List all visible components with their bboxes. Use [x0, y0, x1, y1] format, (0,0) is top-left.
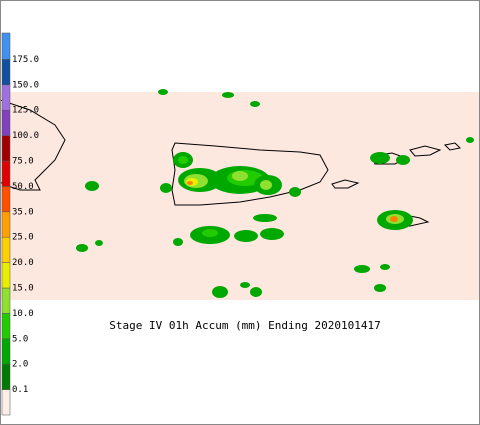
colorbar-label: 50.0 [12, 182, 34, 192]
colorbar-segment [1, 32, 11, 60]
colorbar-segment [1, 160, 11, 187]
precip-cells [76, 89, 474, 298]
map-title: Stage IV 01h Accum (mm) Ending 202010141… [109, 319, 381, 332]
colorbar-segment [1, 109, 11, 136]
colorbar-label: 25.0 [12, 233, 34, 243]
colorbar-segment [1, 262, 11, 289]
colorbar-label: 175.0 [12, 55, 39, 65]
colorbar-segment [1, 389, 11, 416]
colorbar-label: 2.0 [12, 360, 28, 370]
colorbar-label: 75.0 [12, 157, 34, 167]
colorbar-label: 125.0 [12, 106, 39, 116]
colorbar-segment [1, 287, 11, 314]
colorbar-segment [1, 84, 11, 111]
map-domain [0, 92, 480, 300]
colorbar-label: 5.0 [12, 334, 28, 344]
colorbar-label: 0.1 [12, 385, 28, 395]
colorbar-segment [1, 186, 11, 213]
colorbar-label: 100.0 [12, 131, 39, 141]
colorbar-label: 150.0 [12, 80, 39, 90]
colorbar-segment [1, 135, 11, 162]
colorbar-label: 15.0 [12, 284, 34, 294]
colorbar-segment [1, 313, 11, 340]
colorbar-segment [1, 363, 11, 390]
colorbar-label: 10.0 [12, 309, 34, 319]
colorbar-segment [1, 59, 11, 86]
colorbar-segment [1, 236, 11, 263]
colorbar-label: 20.0 [12, 258, 34, 268]
colorbar-label: 35.0 [12, 207, 34, 217]
colorbar-segment [1, 338, 11, 365]
colorbar: 0.1 2.0 5.0 10.0 15.0 20.0 25.0 35.0 50.0 75.0 100… [1, 32, 39, 416]
colorbar-segment [1, 211, 11, 238]
